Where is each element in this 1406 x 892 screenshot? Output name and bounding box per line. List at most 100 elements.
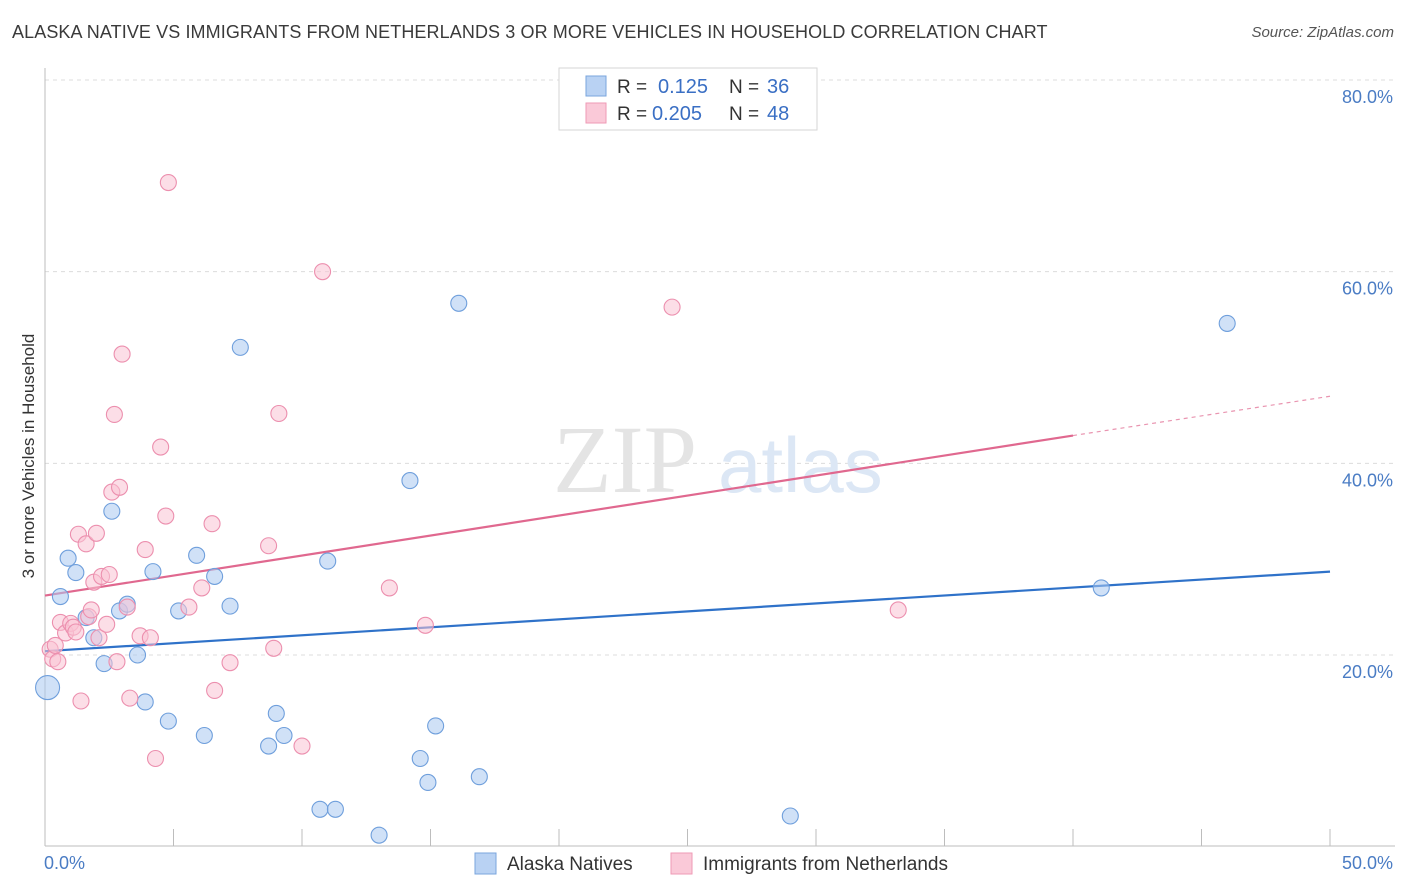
- point-series0-3: [67, 564, 85, 582]
- bottom-legend-label-alaska: Alaska Natives: [507, 854, 633, 875]
- point-series1-18: [98, 615, 116, 633]
- point-series1-45: [416, 616, 434, 634]
- point-series0-29: [419, 773, 437, 792]
- x-tick-label-min: 0.0%: [44, 853, 85, 873]
- point-series1-40: [265, 639, 283, 657]
- point-series0-25: [326, 800, 344, 818]
- point-series0-21: [267, 704, 285, 723]
- bottom-legend-label-netherlands: Immigrants from Netherlands: [703, 854, 948, 875]
- watermark: ZIP atlas: [553, 406, 883, 513]
- point-series0-2: [59, 549, 77, 567]
- bottom-legend-swatch-alaska: [474, 852, 497, 875]
- point-series1-15: [87, 524, 105, 542]
- point-series0-1: [51, 587, 69, 606]
- y-tick-label-20: 20.0%: [1342, 662, 1393, 682]
- legend-r-label-2: R =: [617, 104, 647, 125]
- data-points: [35, 173, 1236, 844]
- point-series0-30: [427, 717, 445, 735]
- point-series1-24: [113, 345, 131, 363]
- point-series1-46: [663, 298, 681, 316]
- y-tick-label-40: 40.0%: [1342, 470, 1393, 490]
- point-series0-32: [470, 768, 488, 786]
- legend-box: R = 0.125 N = 36 R = 0.205 N = 48: [558, 67, 818, 131]
- grid-lines: [45, 79, 1395, 656]
- point-series1-25: [118, 598, 136, 616]
- point-series0-22: [275, 726, 293, 745]
- point-series0-19: [231, 338, 249, 356]
- point-series0-27: [401, 472, 419, 490]
- bottom-legend-swatch-netherlands: [670, 852, 693, 875]
- point-series1-37: [206, 681, 224, 700]
- y-tick-label-80: 80.0%: [1342, 87, 1393, 107]
- bottom-legend: Alaska Natives Immigrants from Netherlan…: [474, 852, 948, 875]
- point-series1-23: [110, 478, 129, 496]
- point-series0-13: [159, 712, 177, 730]
- point-series0-35: [1218, 314, 1236, 332]
- point-series0-28: [411, 749, 429, 768]
- point-series1-39: [260, 537, 278, 555]
- legend-n-value-2: 48: [767, 103, 789, 125]
- x-tick-labels: 0.0% 50.0%: [44, 853, 1393, 873]
- legend-r-value-2: 0.205: [652, 103, 702, 125]
- trend-line-0: [44, 570, 1331, 653]
- legend-n-value-1: 36: [767, 76, 789, 98]
- point-series0-31: [450, 294, 468, 312]
- point-series0-12: [144, 563, 162, 581]
- point-series1-2: [46, 636, 64, 654]
- point-series1-43: [314, 263, 332, 281]
- point-series1-33: [159, 173, 177, 192]
- y-axis-title: 3 or more Vehicles in Household: [19, 334, 38, 579]
- point-series1-16: [90, 629, 108, 647]
- point-series0-24: [319, 552, 337, 570]
- point-series1-29: [141, 629, 159, 647]
- point-series1-44: [380, 579, 398, 597]
- point-series1-11: [77, 535, 95, 553]
- point-series1-26: [121, 689, 139, 707]
- point-series1-13: [82, 601, 100, 619]
- point-series1-21: [105, 405, 123, 424]
- x-tick-label-max: 50.0%: [1342, 853, 1393, 873]
- point-series0-33: [781, 807, 799, 825]
- legend-r-value-1: 0.125: [658, 76, 708, 98]
- legend-n-label-2: N =: [729, 104, 759, 125]
- point-series0-11: [136, 693, 154, 711]
- legend-n-label-1: N =: [729, 77, 759, 98]
- watermark-atlas: atlas: [718, 421, 883, 509]
- point-series0-17: [206, 567, 224, 585]
- point-series1-47: [889, 601, 907, 619]
- y-tick-label-60: 60.0%: [1342, 279, 1393, 299]
- point-series1-32: [157, 507, 175, 525]
- point-series0-10: [128, 646, 147, 664]
- point-series0-20: [260, 737, 278, 755]
- point-series1-19: [100, 565, 118, 584]
- point-series1-31: [152, 438, 170, 456]
- point-series1-30: [146, 749, 165, 768]
- point-series1-3: [49, 653, 67, 671]
- point-series1-36: [203, 515, 221, 533]
- legend-swatch-alaska: [585, 75, 607, 97]
- watermark-zip: ZIP: [553, 406, 697, 513]
- point-series0-26: [370, 826, 388, 844]
- point-series0-16: [195, 726, 213, 745]
- point-series1-42: [293, 737, 311, 755]
- legend-r-label-1: R =: [617, 77, 647, 98]
- point-series0-7: [103, 502, 121, 520]
- axes: [44, 68, 1395, 847]
- point-series1-38: [221, 654, 239, 672]
- point-series1-8: [67, 623, 85, 641]
- trend-line-extension-1: [1072, 395, 1331, 437]
- point-series0-18: [221, 597, 239, 615]
- legend-swatch-netherlands: [585, 102, 607, 124]
- point-series1-10: [72, 692, 90, 710]
- point-series1-34: [180, 598, 198, 616]
- y-tick-labels: 20.0% 40.0% 60.0% 80.0%: [1342, 87, 1393, 682]
- point-series1-35: [193, 579, 211, 597]
- point-series0-15: [188, 546, 206, 564]
- point-series1-22: [108, 653, 126, 671]
- point-series0-23: [311, 800, 329, 818]
- point-series1-41: [270, 404, 288, 423]
- point-series1-28: [136, 541, 154, 559]
- chart-title: ALASKA NATIVE VS IMMIGRANTS FROM NETHERL…: [12, 22, 1048, 42]
- source-label: Source: ZipAtlas.com: [1251, 24, 1394, 41]
